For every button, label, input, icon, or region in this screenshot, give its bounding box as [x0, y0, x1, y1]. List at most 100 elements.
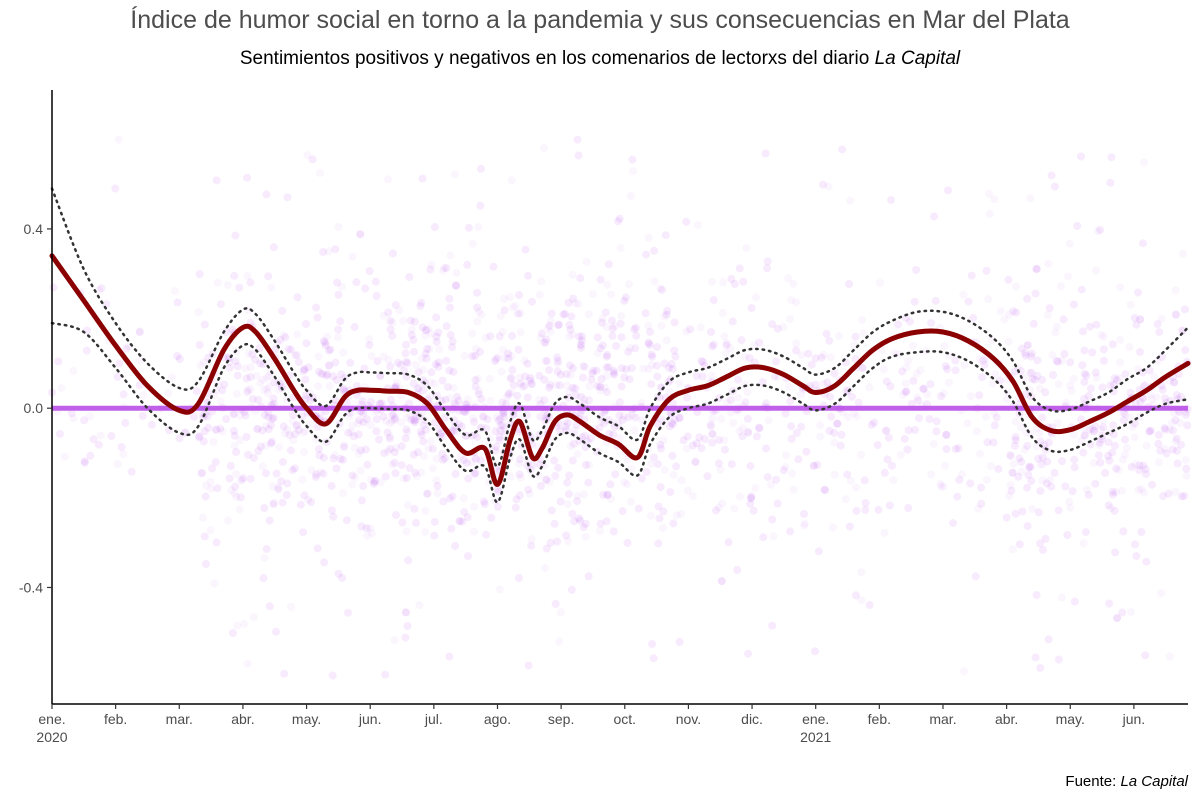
comment-point — [540, 375, 549, 384]
comment-point — [482, 424, 491, 433]
comment-point — [650, 246, 659, 255]
comment-point — [475, 386, 484, 395]
comment-point — [700, 435, 709, 444]
comment-point — [596, 526, 604, 535]
comment-point — [562, 531, 571, 540]
comment-point — [231, 231, 240, 240]
comment-point — [471, 469, 480, 477]
comment-point — [365, 341, 374, 350]
comment-point — [545, 321, 554, 330]
comment-point — [1128, 422, 1137, 431]
comment-point — [616, 244, 625, 253]
comment-point — [653, 343, 662, 352]
comment-point — [661, 231, 670, 240]
comment-point — [692, 372, 701, 380]
comment-point — [1054, 506, 1063, 515]
comment-point — [244, 450, 253, 459]
comment-point — [421, 527, 430, 536]
comment-point — [546, 380, 555, 389]
comment-point — [1069, 300, 1078, 309]
comment-point — [686, 325, 695, 334]
comment-point — [598, 341, 607, 350]
comment-point — [405, 464, 414, 473]
comment-point — [337, 282, 346, 291]
comment-point — [615, 434, 624, 442]
comment-point — [884, 433, 893, 442]
comment-point — [949, 519, 957, 528]
comment-point — [256, 379, 265, 388]
comment-point — [1080, 431, 1089, 440]
comment-point — [213, 484, 222, 493]
comment-point — [269, 243, 278, 252]
comment-point — [196, 361, 205, 370]
comment-point — [421, 506, 430, 515]
comment-point — [1152, 393, 1161, 402]
comment-point — [794, 455, 803, 464]
comment-point — [471, 454, 480, 463]
comment-point — [596, 383, 605, 391]
comment-point — [1183, 421, 1192, 430]
comment-point — [222, 415, 231, 423]
comment-point — [1006, 481, 1015, 490]
comment-point — [794, 455, 803, 464]
comment-point — [473, 374, 482, 383]
comment-point — [1031, 289, 1040, 298]
x-tick-label: may. — [292, 711, 321, 727]
comment-point — [604, 260, 613, 269]
comment-point — [726, 396, 735, 404]
comment-point — [1099, 423, 1108, 432]
comment-point — [841, 386, 850, 395]
comment-point — [577, 336, 586, 345]
comment-point — [1148, 480, 1157, 489]
comment-point — [229, 410, 238, 419]
comment-point — [647, 511, 655, 520]
comment-point — [249, 613, 258, 622]
comment-point — [787, 434, 796, 443]
comment-point — [339, 384, 348, 393]
comment-point — [410, 347, 418, 356]
comment-point — [1142, 557, 1151, 566]
comment-point — [1168, 445, 1177, 454]
comment-point — [942, 445, 951, 454]
comment-point — [615, 214, 624, 223]
comment-point — [1099, 356, 1108, 365]
comment-point — [246, 363, 255, 372]
comment-point — [212, 425, 221, 434]
comment-point — [596, 275, 605, 284]
comment-point — [861, 506, 870, 515]
comment-point — [230, 489, 239, 497]
comment-point — [564, 537, 572, 545]
comment-point — [447, 524, 456, 533]
comment-point — [644, 340, 653, 349]
comment-point — [1177, 440, 1185, 449]
comment-point — [359, 482, 368, 490]
comment-point — [272, 627, 280, 636]
comment-point — [382, 417, 390, 426]
comment-point — [194, 308, 203, 317]
comment-point — [944, 186, 952, 195]
comment-point — [476, 456, 485, 465]
comment-point — [477, 164, 485, 173]
comment-point — [253, 424, 262, 433]
comment-point — [1009, 307, 1018, 316]
comment-point — [201, 492, 210, 501]
comment-point — [391, 301, 400, 310]
comment-point — [1116, 358, 1125, 367]
comment-point — [212, 538, 221, 547]
comment-point — [417, 427, 425, 436]
comment-point — [312, 470, 321, 479]
comment-point — [537, 413, 546, 422]
comment-point — [1142, 557, 1151, 566]
comment-point — [223, 281, 232, 290]
comment-point — [603, 490, 612, 499]
comment-point — [354, 449, 363, 458]
comment-point — [407, 415, 416, 424]
comment-point — [565, 332, 574, 341]
comment-point — [991, 370, 1000, 379]
comment-point — [1134, 485, 1143, 494]
comment-point — [356, 466, 365, 475]
comment-point — [983, 475, 991, 484]
comment-point — [738, 424, 747, 433]
comment-point — [229, 426, 238, 435]
comment-point — [542, 335, 551, 344]
